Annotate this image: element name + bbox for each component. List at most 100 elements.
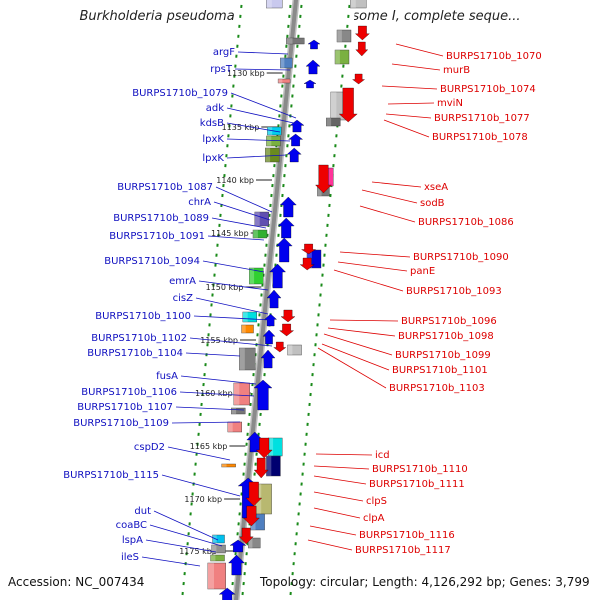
right-gene-label-15: BURPS1710b_1101 <box>392 365 488 376</box>
left-gene-block-12 <box>238 347 256 371</box>
kbp-tick-label-7: 1165 kbp <box>190 442 228 451</box>
left-gene-leader-3 <box>226 107 299 125</box>
right-gene-label-1: murB <box>443 65 470 76</box>
left-gene-label-15: BURPS1710b_1102 <box>91 333 187 344</box>
right-gene-arrow-1 <box>355 41 369 57</box>
right-gene-block-2-shine <box>330 92 337 120</box>
right-gene-arrow-6 <box>299 257 315 271</box>
right-gene-block-12 <box>247 537 261 549</box>
left-gene-label-21: cspD2 <box>134 442 165 453</box>
left-gene-leader-1 <box>234 68 291 71</box>
left-gene-label-25: lspA <box>122 535 143 546</box>
left-gene-leader-24 <box>149 524 223 547</box>
right-gene-label-17: icd <box>375 450 390 461</box>
right-gene-block-3 <box>326 117 341 127</box>
left-gene-label-5: lpxK <box>202 134 224 145</box>
left-gene-block-17-shine <box>212 535 217 543</box>
right-gene-leader-6 <box>371 181 422 188</box>
accession-label: Accession: NC_007434 <box>8 575 145 589</box>
right-gene-leader-10 <box>337 261 408 272</box>
left-gene-arrow-5 <box>286 147 302 163</box>
left-gene-leader-19 <box>175 406 245 411</box>
left-gene-label-16: BURPS1710b_1104 <box>87 348 183 359</box>
right-gene-leader-19 <box>313 475 367 485</box>
left-gene-block-14-shine <box>231 408 237 414</box>
left-gene-label-14: BURPS1710b_1100 <box>95 311 191 322</box>
right-gene-block-0 <box>336 29 352 43</box>
right-gene-leader-7 <box>361 189 418 204</box>
left-gene-label-3: adk <box>206 103 224 114</box>
right-gene-block-5-shine <box>317 186 322 196</box>
left-gene-block-2 <box>280 57 293 69</box>
left-gene-block-10-shine <box>242 312 248 322</box>
left-gene-block-18-shine <box>211 545 217 553</box>
left-gene-label-11: BURPS1710b_1094 <box>104 256 200 267</box>
right-gene-label-18: BURPS1710b_1110 <box>372 464 468 475</box>
left-gene-block-15-shine <box>227 422 233 432</box>
left-gene-label-17: fusA <box>156 371 178 382</box>
left-gene-block-16 <box>221 463 236 468</box>
left-gene-label-2: BURPS1710b_1079 <box>132 88 228 99</box>
dotted-ring-1 <box>229 0 293 600</box>
left-gene-label-1: rpsT <box>210 64 233 75</box>
left-gene-label-22: BURPS1710b_1115 <box>63 470 159 481</box>
left-gene-block-20 <box>207 562 226 590</box>
right-gene-label-20: clpS <box>366 496 387 507</box>
right-gene-arrow-10 <box>255 437 273 459</box>
left-gene-block-5-shine <box>266 136 272 146</box>
left-gene-label-20: BURPS1710b_1109 <box>73 418 169 429</box>
left-gene-label-0: argF <box>213 47 235 58</box>
left-gene-arrow-12 <box>262 329 276 345</box>
right-gene-label-7: sodB <box>420 198 445 209</box>
right-gene-label-0: BURPS1710b_1070 <box>446 51 542 62</box>
right-gene-arrow-5 <box>301 243 317 255</box>
left-gene-block-11-shine <box>241 325 246 333</box>
left-gene-arrow-6 <box>279 196 297 218</box>
left-gene-leader-25 <box>145 539 217 553</box>
right-gene-label-16: BURPS1710b_1103 <box>389 383 485 394</box>
left-gene-leader-7 <box>215 186 273 213</box>
left-gene-arrow-2 <box>303 79 317 89</box>
right-gene-block-1 <box>334 49 350 65</box>
kbp-tick-label-3: 1145 kbp <box>211 229 249 238</box>
left-gene-block-9 <box>248 267 264 285</box>
left-gene-arrow-8 <box>275 237 293 263</box>
left-gene-leader-22 <box>161 474 241 497</box>
right-gene-label-10: panE <box>410 266 435 277</box>
right-gene-leader-0 <box>395 43 444 57</box>
left-gene-leader-4 <box>226 122 281 133</box>
left-gene-leader-26 <box>141 556 201 567</box>
left-gene-block-10 <box>242 311 258 323</box>
left-gene-block-0 <box>266 0 283 9</box>
left-gene-label-6: lpxK <box>202 153 224 164</box>
left-gene-block-7-shine <box>254 212 260 226</box>
right-gene-leader-23 <box>307 539 353 551</box>
left-gene-label-13: cisZ <box>173 293 193 304</box>
left-gene-arrow-4 <box>288 133 304 147</box>
kbp-tick-label-2: 1140 kbp <box>216 176 254 185</box>
right-gene-arrow-0 <box>355 25 370 41</box>
kbp-tick-label-8: 1170 kbp <box>184 495 222 504</box>
right-gene-leader-2 <box>381 85 438 90</box>
left-gene-leader-5 <box>226 138 291 142</box>
left-gene-label-9: BURPS1710b_1089 <box>113 213 209 224</box>
right-gene-label-13: BURPS1710b_1098 <box>398 331 494 342</box>
left-gene-leader-23 <box>153 510 219 541</box>
right-gene-label-11: BURPS1710b_1093 <box>406 286 502 297</box>
left-gene-arrow-17 <box>229 539 247 553</box>
left-gene-arrow-10 <box>266 289 282 309</box>
dotted-ring-0 <box>180 0 244 600</box>
right-gene-label-14: BURPS1710b_1099 <box>395 350 491 361</box>
right-gene-label-12: BURPS1710b_1096 <box>401 316 497 327</box>
left-gene-leader-17 <box>180 375 257 385</box>
left-gene-block-13 <box>233 382 250 406</box>
right-gene-block-1-shine <box>335 50 340 64</box>
left-gene-block-11 <box>241 324 254 334</box>
right-gene-label-8: BURPS1710b_1086 <box>418 217 514 228</box>
left-gene-block-13-shine <box>233 383 240 405</box>
left-gene-block-17 <box>212 534 225 544</box>
right-gene-label-3: mviN <box>437 98 463 109</box>
left-gene-leader-8 <box>213 201 271 221</box>
